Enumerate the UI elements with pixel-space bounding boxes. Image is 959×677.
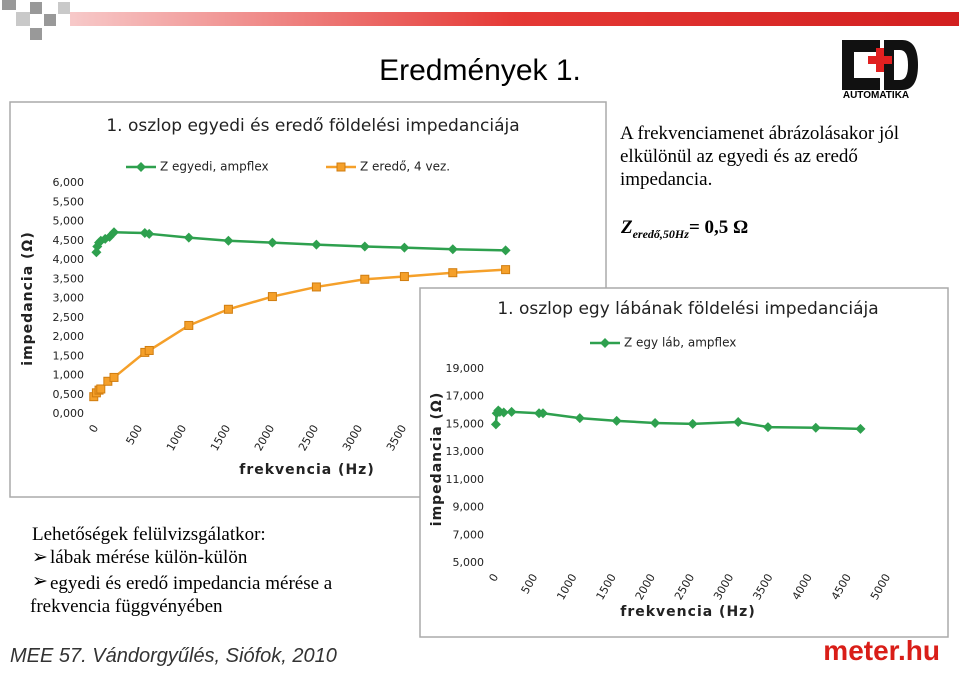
data-point — [359, 241, 370, 252]
legend-marker — [600, 338, 610, 348]
y-tick-label: 19,000 — [446, 362, 485, 375]
legend-label: Z eredő, 4 vez. — [360, 160, 450, 174]
y-tick-label: 5,000 — [453, 556, 485, 569]
y-tick-label: 13,000 — [446, 445, 485, 458]
data-point — [183, 232, 194, 243]
y-tick-label: 9,000 — [453, 501, 485, 514]
y-tick-label: 5,500 — [53, 195, 85, 208]
formula-subscript: eredő,50Hz — [633, 227, 690, 241]
y-tick-label: 2,500 — [53, 311, 85, 324]
slide-title: Eredmények 1. — [379, 54, 581, 87]
description-box: A frekvenciamenet ábrázolásakor jól elkü… — [620, 123, 900, 190]
data-point — [267, 237, 278, 248]
data-point — [762, 422, 773, 433]
data-point — [574, 413, 585, 424]
y-tick-label: 4,000 — [53, 253, 85, 266]
data-point — [223, 304, 233, 314]
data-point — [267, 292, 277, 302]
data-point — [498, 407, 509, 418]
data-point — [399, 242, 410, 253]
data-point — [144, 345, 154, 355]
data-point — [810, 422, 821, 433]
data-point — [311, 239, 322, 250]
data-point — [109, 372, 119, 382]
y-tick-label: 5,000 — [53, 215, 85, 228]
data-point — [733, 416, 744, 427]
option-item: egyedi és eredő impedancia mérése a frek… — [30, 573, 333, 617]
chart-title: 1. oszlop egyedi és eredő földelési impe… — [106, 116, 519, 136]
chart: 1. oszlop egy lábának földelési impedanc… — [419, 287, 949, 638]
data-point — [223, 235, 234, 246]
header-squares — [2, 0, 70, 40]
data-point — [448, 268, 458, 278]
option-box: egyedi és eredő impedancia mérése a frek… — [30, 573, 333, 617]
cd-logo: AUTOMATIKA — [842, 40, 918, 101]
option-item: lábak mérése külön-külön — [50, 547, 248, 568]
formula-rest: = 0,5 Ω — [689, 217, 748, 238]
x-axis-label: frekvencia (Hz) — [620, 604, 755, 620]
meter-logo: meter.hu — [823, 635, 940, 666]
data-point — [501, 265, 511, 275]
data-point — [360, 274, 370, 284]
y-axis-label: impedancia (Ω) — [20, 231, 36, 365]
data-point — [506, 406, 517, 417]
data-point — [490, 419, 501, 430]
data-point — [687, 418, 698, 429]
y-tick-label: 11,000 — [446, 473, 485, 486]
y-tick-label: 4,500 — [53, 234, 85, 247]
y-tick-label: 3,500 — [53, 272, 85, 285]
data-point — [399, 272, 409, 282]
y-tick-label: 0,500 — [53, 388, 85, 401]
options-heading: Lehetőségek felülvizsgálatkor: — [32, 524, 266, 545]
data-point — [109, 227, 119, 238]
y-tick-label: 0,000 — [53, 407, 85, 420]
data-point — [447, 244, 458, 255]
x-axis-label: frekvencia (Hz) — [239, 462, 374, 478]
y-tick-label: 15,000 — [446, 417, 485, 430]
data-point — [855, 423, 866, 434]
y-tick-label: 3,000 — [53, 292, 85, 305]
chart-title: 1. oszlop egy lábának földelési impedanc… — [497, 299, 878, 319]
data-point — [184, 320, 194, 330]
formula: Zeredő,50Hz= 0,5 Ω — [620, 217, 748, 241]
y-tick-label: 6,000 — [53, 176, 85, 189]
legend-marker — [336, 162, 346, 172]
y-tick-label: 1,000 — [53, 369, 85, 382]
legend-marker — [136, 162, 146, 172]
y-tick-label: 7,000 — [453, 528, 485, 541]
charts: 1. oszlop egyedi és eredő földelési impe… — [9, 101, 949, 638]
data-point — [144, 228, 155, 239]
data-point — [311, 282, 321, 292]
legend-label: Z egy láb, ampflex — [624, 336, 736, 350]
logo-caption: AUTOMATIKA — [843, 90, 909, 101]
data-point — [650, 417, 661, 428]
legend-label: Z egyedi, ampflex — [160, 160, 269, 174]
y-axis-label: impedancia (Ω) — [429, 392, 445, 526]
footer: MEE 57. Vándorgyűlés, Siófok, 2010 — [10, 645, 337, 667]
description: A frekvenciamenet ábrázolásakor jól elkü… — [620, 123, 900, 190]
data-point — [537, 408, 548, 419]
chart-background — [419, 287, 949, 638]
formula-symbol: Z — [620, 217, 633, 238]
y-tick-label: 2,000 — [53, 330, 85, 343]
y-tick-label: 1,500 — [53, 349, 85, 362]
bullet: ➢ — [32, 571, 48, 592]
y-tick-label: 17,000 — [446, 390, 485, 403]
header-bar — [70, 12, 959, 26]
data-point — [611, 415, 622, 426]
data-point — [500, 245, 511, 256]
bullet: ➢ — [32, 547, 48, 568]
data-point — [96, 384, 106, 394]
